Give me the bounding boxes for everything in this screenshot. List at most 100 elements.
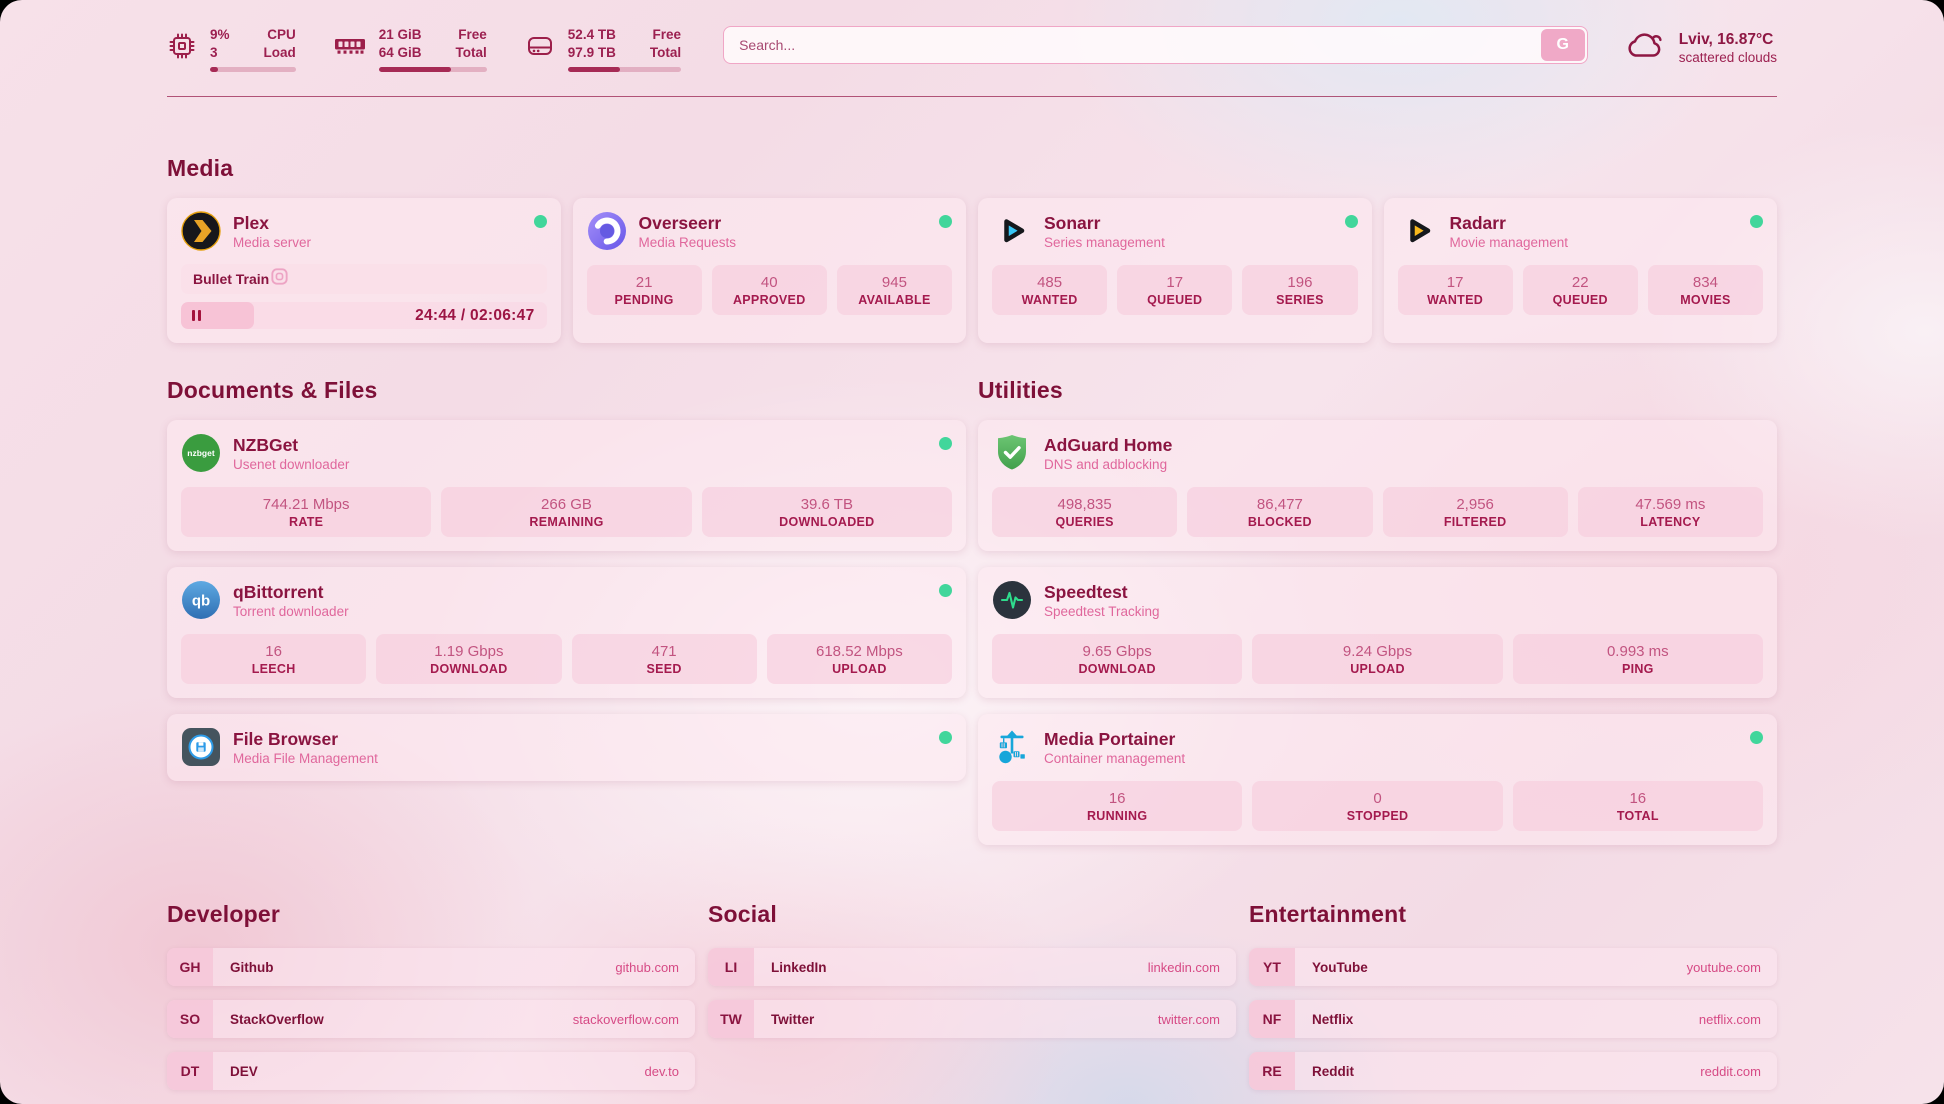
stat-label: PENDING [614,293,674,308]
stat-value: 744.21 Mbps [262,496,350,514]
stat-value: 471 [651,643,677,661]
overseerr-card[interactable]: Overseerr Media Requests 21 PENDING 40 A… [572,198,966,344]
link-url: linkedin.com [1147,959,1220,975]
radarr-card[interactable]: Radarr Movie management 17 WANTED 22 QUE… [1383,198,1777,344]
stat-label: DOWNLOAD [1078,662,1156,677]
stat-rate: 744.21 Mbps RATE [181,487,432,538]
search-input[interactable] [723,26,1588,64]
app-subtitle: Container management [1044,750,1186,766]
app-subtitle: Series management [1044,234,1165,250]
link-name: Twitter [771,1011,815,1027]
stat-value: 9.65 Gbps [1082,643,1152,661]
stat-seed: 471 SEED [571,634,757,685]
link-stackoverflow[interactable]: SO StackOverflow stackoverflow.com [167,1000,695,1039]
cpu-icon [167,31,197,66]
link-youtube[interactable]: YT YouTube youtube.com [1249,948,1777,987]
stat-value: 40 [760,274,778,292]
stat-label: DOWNLOADED [779,515,875,530]
link-twitter[interactable]: TW Twitter twitter.com [708,1000,1236,1039]
status-dot [533,215,547,229]
link-netflix[interactable]: NF Netflix netflix.com [1249,1000,1777,1039]
link-github[interactable]: GH Github github.com [167,948,695,987]
playback-time: 24:44 / 02:06:47 [415,306,535,324]
stat-value: 16 [265,643,282,661]
memory-total: 64 GiB [378,45,422,61]
memory-labels: Free Total [456,26,487,62]
section-title-media: Media [167,155,234,182]
utilities-column: Utilities [978,377,1777,846]
app-title: Media Portainer [1044,729,1176,749]
now-playing-row: Bullet Train [181,264,547,295]
stat-label: FILTERED [1443,515,1507,530]
stat-value: 16 [1629,790,1647,808]
link-name: Reddit [1312,1063,1354,1079]
top-bar: 9% 3 CPU Load [167,26,1777,72]
speedtest-card[interactable]: Speedtest Speedtest Tracking 9.65 Gbps D… [978,567,1777,699]
sonarr-icon [992,211,1032,251]
stat-queued: 22 QUEUED [1522,265,1638,316]
playback-progress-track[interactable]: 24:44 / 02:06:47 [181,302,547,330]
stat-label: UPLOAD [1350,662,1405,677]
qbittorrent-card[interactable]: qb qBittorrent Torrent downloader 16 LEE… [167,567,966,699]
stat-filtered: 2,956 FILTERED [1382,487,1568,538]
stat-label: RATE [289,515,324,530]
stat-movies: 834 MOVIES [1647,265,1764,316]
link-linkedin[interactable]: LI LinkedIn linkedin.com [708,948,1236,987]
stat-label: STOPPED [1346,809,1409,824]
search-bar: G [723,26,1588,64]
stat-latency: 47.569 ms LATENCY [1577,487,1763,538]
stat-value: 618.52 Mbps [816,643,903,661]
stat-value: 266 GB [541,496,592,514]
stat-upload: 9.24 Gbps UPLOAD [1252,634,1503,685]
section-title-documents: Documents & Files [167,377,378,404]
memory-total-label: Total [455,45,487,61]
stat-value: 1.19 Gbps [434,643,504,661]
filebrowser-card[interactable]: File Browser Media File Management [167,714,966,782]
stat-label: RUNNING [1086,809,1148,824]
status-dot [939,437,952,451]
section-title-utilities: Utilities [978,377,1063,404]
stat-series: 196 SERIES [1242,265,1358,316]
stat-ping: 0.993 ms PING [1512,634,1763,685]
search-engine-button[interactable]: G [1540,29,1585,61]
stat-value: 86,477 [1256,496,1303,514]
status-dot [1750,731,1763,745]
stat-download: 9.65 Gbps DOWNLOAD [992,634,1243,685]
app-title: AdGuard Home [1044,435,1173,455]
nzbget-card[interactable]: nzbget NZBGet Usenet downloader 744.21 M… [167,420,966,552]
portainer-card[interactable]: Media Portainer Container management 16 … [978,714,1777,846]
weather-widget[interactable]: Lviv, 16.87°C scattered clouds [1624,26,1777,67]
link-url: youtube.com [1686,959,1761,975]
link-name: Netflix [1312,1011,1354,1027]
stat-value: 196 [1287,274,1313,292]
app-title: Overseerr [638,213,722,233]
app-title: NZBGet [233,435,299,455]
link-badge: GH [167,948,213,987]
speedtest-icon [992,580,1032,620]
link-dev[interactable]: DT DEV dev.to [167,1052,695,1091]
link-reddit[interactable]: RE Reddit reddit.com [1249,1052,1777,1091]
link-badge: DT [167,1052,213,1091]
stat-label: SERIES [1276,293,1324,308]
stat-value: 22 [1571,274,1589,292]
app-subtitle: Media server [233,234,312,250]
sonarr-card[interactable]: Sonarr Series management 485 WANTED 17 Q… [978,198,1372,344]
stat-label: REMAINING [529,515,604,530]
adguard-card[interactable]: AdGuard Home DNS and adblocking 498,835 … [978,420,1777,552]
memory-values: 21 GiB 64 GiB [379,26,422,62]
app-subtitle: DNS and adblocking [1044,456,1168,472]
app-title: qBittorrent [233,582,324,602]
cpu-values: 9% 3 [210,26,230,62]
disk-stat: 52.4 TB 97.9 TB Free Total [525,26,682,72]
stat-blocked: 86,477 BLOCKED [1187,487,1373,538]
stat-value: 17 [1166,274,1184,292]
app-subtitle: Usenet downloader [233,456,350,472]
cpu-labels: CPU Load [264,26,296,62]
plex-card[interactable]: Plex Media server Bullet Train [167,198,561,344]
svg-text:qb: qb [192,593,210,610]
status-dot [1750,215,1763,229]
app-subtitle: Speedtest Tracking [1044,603,1160,619]
stat-label: WANTED [1427,293,1484,308]
playback-progress-fill [181,302,255,330]
